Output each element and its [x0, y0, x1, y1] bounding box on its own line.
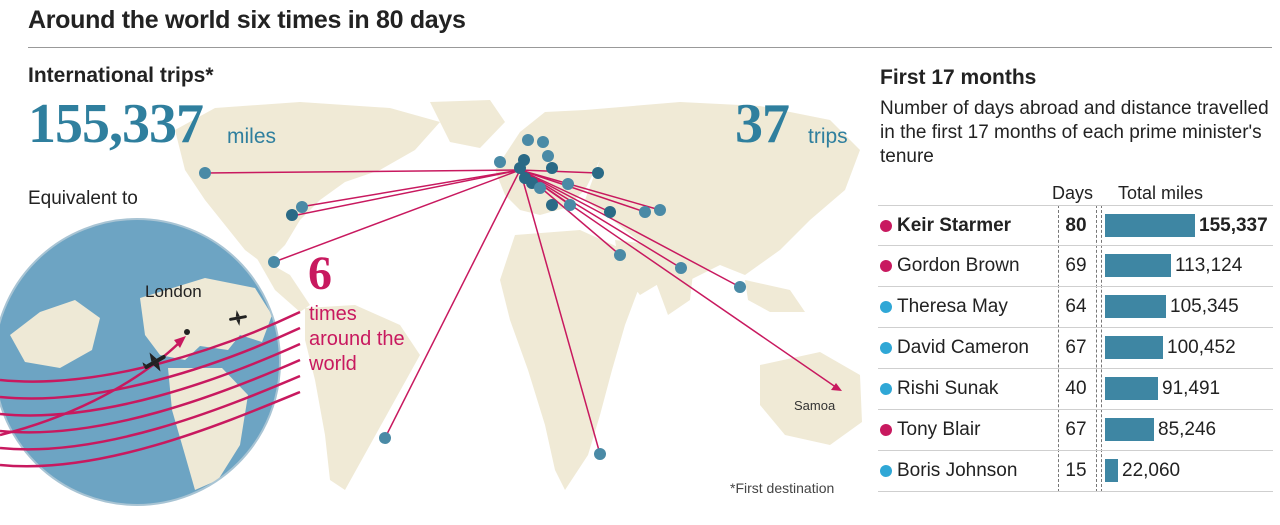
pm-row: Gordon Brown 69 113,124: [878, 246, 1273, 287]
pm-row: Boris Johnson 15 22,060: [878, 451, 1273, 492]
international-trips-label: International trips*: [28, 64, 214, 87]
trips-figure: 37: [735, 93, 790, 155]
pm-name: Theresa May: [897, 296, 1008, 317]
party-dot: [880, 424, 892, 436]
samoa-arrow-head: [831, 383, 842, 391]
miles-value: 22,060: [1122, 460, 1181, 481]
party-dot: [880, 260, 892, 272]
party-dot: [880, 301, 892, 313]
plane-icon: [229, 310, 247, 326]
miles-bar: [1105, 418, 1154, 441]
pm-days: 69: [1065, 255, 1087, 276]
miles-unit: miles: [227, 125, 277, 148]
miles-value: 85,246: [1158, 419, 1217, 440]
panel-title: First 17 months: [880, 66, 1037, 89]
panel-subtitle: Number of days abroad and distance trave…: [880, 98, 1269, 167]
samoa-label: Samoa: [794, 398, 836, 413]
miles-bar: [1105, 336, 1163, 359]
days-left-divider: [1058, 205, 1059, 492]
loop-arrow-head: [174, 336, 186, 348]
pm-row: Theresa May 64 105,345: [878, 287, 1273, 328]
pm-name: Rishi Sunak: [897, 378, 999, 399]
pm-days: 40: [1065, 378, 1087, 399]
footnote: *First destination: [730, 480, 835, 496]
bars-left-divider: [1101, 205, 1102, 492]
equivalent-label: Equivalent to: [28, 188, 138, 209]
total-miles-figure: 155,337: [28, 93, 204, 155]
miles-bar: [1105, 459, 1118, 482]
pm-days: 67: [1065, 337, 1087, 358]
london-dot: [184, 329, 190, 335]
miles-bar: [1105, 295, 1166, 318]
world-map: [0, 100, 862, 506]
times-around-world-text: times around the world: [309, 303, 405, 375]
pm-row: David Cameron 67 100,452: [878, 328, 1273, 369]
miles-bar: [1105, 377, 1158, 400]
party-dot: [880, 465, 892, 477]
pm-name: Tony Blair: [897, 419, 981, 440]
page-title: Around the world six times in 80 days: [28, 6, 466, 34]
pm-days: 80: [1065, 215, 1087, 236]
party-dot: [880, 220, 892, 232]
days-right-divider: [1096, 205, 1097, 492]
miles-value: 91,491: [1162, 378, 1221, 399]
pm-name: David Cameron: [897, 337, 1029, 358]
miles-column-header: Total miles: [1118, 183, 1204, 203]
miles-value: 155,337: [1199, 215, 1268, 236]
pm-name: Boris Johnson: [897, 460, 1018, 481]
pm-name: Gordon Brown: [897, 255, 1020, 276]
times-figure: 6: [308, 247, 332, 300]
destination-dots: [199, 134, 746, 460]
miles-value: 100,452: [1167, 337, 1236, 358]
pm-days: 64: [1065, 296, 1087, 317]
pm-row: Tony Blair 67 85,246: [878, 410, 1273, 451]
globe: [0, 218, 281, 506]
days-column-header: Days: [1052, 183, 1094, 203]
party-dot: [880, 342, 892, 354]
miles-bar: [1105, 254, 1171, 277]
party-dot: [880, 383, 892, 395]
pm-days: 67: [1065, 419, 1087, 440]
trip-routes: [204, 169, 841, 455]
pm-row: Rishi Sunak 40 91,491: [878, 369, 1273, 410]
trips-unit: trips: [808, 125, 848, 148]
miles-bar: [1105, 214, 1195, 237]
london-label: London: [145, 282, 202, 301]
title-rule: [28, 47, 1272, 48]
pm-rows: Keir Starmer 80 155,337 Gordon Brown 69 113,1…: [878, 205, 1273, 492]
miles-value: 105,345: [1170, 296, 1239, 317]
miles-value: 113,124: [1175, 255, 1243, 276]
plane-icon: [142, 352, 166, 372]
pm-days: 15: [1065, 460, 1087, 481]
pm-row: Keir Starmer 80 155,337: [878, 205, 1273, 246]
pm-name: Keir Starmer: [897, 215, 1012, 236]
